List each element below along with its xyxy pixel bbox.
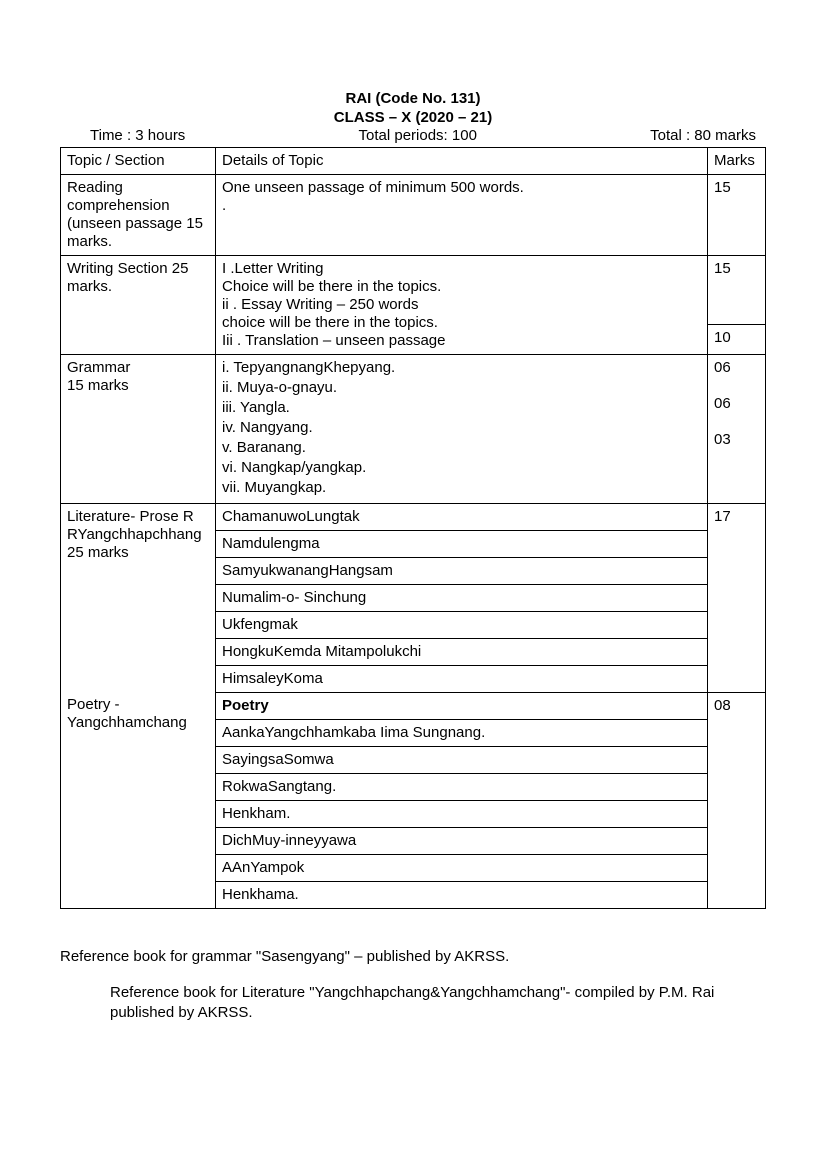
footer-literature-ref: Reference book for Literature "Yangchhap… (110, 983, 730, 1024)
prose-item: SamyukwanangHangsam (216, 557, 708, 584)
row-poetry-head: Poetry - Yangchhamchang Poetry 08 (61, 692, 766, 719)
th-topic: Topic / Section (61, 147, 216, 174)
grammar-details: i. TepyangnangKhepyang. ii. Muya-o-gnayu… (216, 354, 708, 503)
footer-text: " – published by AKRSS. (345, 948, 510, 965)
reading-marks: 15 (708, 174, 766, 255)
poetry-item: AAnYampok (216, 854, 708, 881)
grammar-marks: 06 06 03 (708, 354, 766, 503)
writing-marks-1: 15 (708, 255, 766, 324)
table-header-row: Topic / Section Details of Topic Marks (61, 147, 766, 174)
prose-topic: Literature- Prose R RYangchhapchhang 25 … (61, 503, 216, 692)
writing-topic: Writing Section 25 marks. (61, 255, 216, 354)
doc-title-2: CLASS – X (2020 – 21) (60, 109, 766, 128)
footer-text: Reference book for Literature " (110, 984, 315, 1001)
reading-details: One unseen passage of minimum 500 words.… (216, 174, 708, 255)
prose-item: ChamanuwoLungtak (216, 503, 708, 530)
meta-row: Time : 3 hours Total periods: 100 Total … (60, 127, 766, 144)
grammar-marks-1: 06 (714, 359, 759, 395)
poetry-item: Henkham. (216, 800, 708, 827)
row-prose-0: Literature- Prose R RYangchhapchhang 25 … (61, 503, 766, 530)
doc-title-1: RAI (Code No. 131) (60, 90, 766, 109)
footer-title: Sasengyang (261, 948, 344, 965)
meta-time: Time : 3 hours (60, 127, 185, 144)
poetry-item: SayingsaSomwa (216, 746, 708, 773)
poetry-heading: Poetry (216, 692, 708, 719)
poetry-item: AankaYangchhamkaba Iima Sungnang. (216, 719, 708, 746)
syllabus-table: Topic / Section Details of Topic Marks R… (60, 147, 766, 909)
writing-marks-2: 10 (708, 324, 766, 354)
poetry-item: DichMuy-inneyyawa (216, 827, 708, 854)
prose-item: Numalim-o- Sinchung (216, 584, 708, 611)
footer-text: Reference book for grammar " (60, 948, 261, 965)
prose-marks: 17 (708, 503, 766, 692)
grammar-item: v. Baranang. (222, 439, 701, 457)
grammar-item: vii. Muyangkap. (222, 479, 701, 497)
grammar-topic: Grammar 15 marks (61, 354, 216, 503)
poetry-item: Henkhama. (216, 881, 708, 908)
grammar-marks-2: 06 (714, 395, 759, 431)
reading-topic: Reading comprehension (unseen passage 15… (61, 174, 216, 255)
grammar-item: vi. Nangkap/yangkap. (222, 459, 701, 477)
prose-item: HongkuKemda Mitampolukchi (216, 638, 708, 665)
prose-item: Namdulengma (216, 530, 708, 557)
grammar-list: i. TepyangnangKhepyang. ii. Muya-o-gnayu… (222, 359, 701, 497)
row-grammar: Grammar 15 marks i. TepyangnangKhepyang.… (61, 354, 766, 503)
page: RAI (Code No. 131) CLASS – X (2020 – 21)… (0, 0, 826, 1073)
grammar-item: ii. Muya-o-gnayu. (222, 379, 701, 397)
grammar-marks-3: 03 (714, 431, 759, 449)
row-reading: Reading comprehension (unseen passage 15… (61, 174, 766, 255)
prose-item: Ukfengmak (216, 611, 708, 638)
grammar-item: i. TepyangnangKhepyang. (222, 359, 701, 377)
th-details: Details of Topic (216, 147, 708, 174)
meta-periods: Total periods: 100 (185, 127, 650, 144)
poetry-item: RokwaSangtang. (216, 773, 708, 800)
poetry-topic: Poetry - Yangchhamchang (61, 692, 216, 908)
footer-grammar-ref: Reference book for grammar "Sasengyang" … (60, 947, 766, 967)
prose-item: HimsaleyKoma (216, 665, 708, 692)
footer-title: Yangchhapchang&Yangchhamchang (315, 984, 560, 1001)
writing-details: I .Letter Writing Choice will be there i… (216, 255, 708, 354)
poetry-marks: 08 (708, 692, 766, 908)
meta-marks: Total : 80 marks (650, 127, 766, 144)
grammar-item: iv. Nangyang. (222, 419, 701, 437)
footer: Reference book for grammar "Sasengyang" … (60, 947, 766, 1024)
grammar-item: iii. Yangla. (222, 399, 701, 417)
row-writing-1: Writing Section 25 marks. I .Letter Writ… (61, 255, 766, 324)
th-marks: Marks (708, 147, 766, 174)
